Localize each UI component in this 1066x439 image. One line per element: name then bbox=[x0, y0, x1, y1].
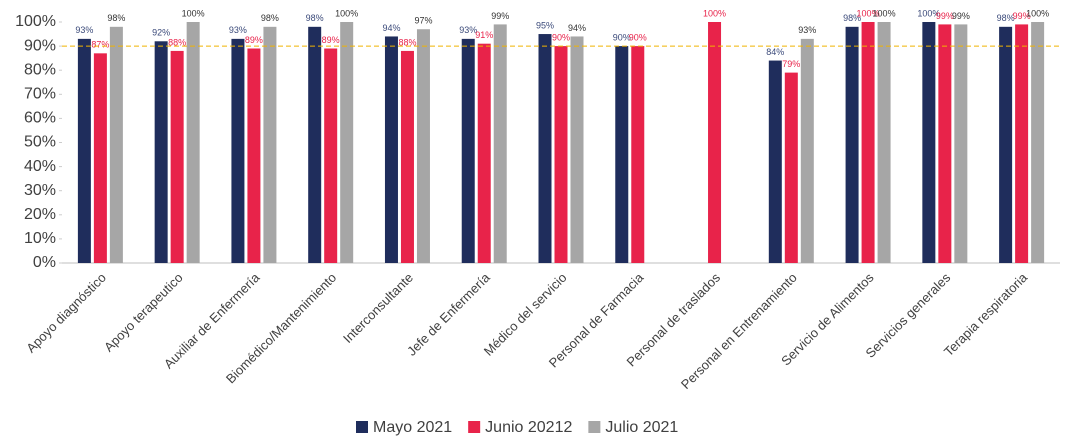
data-label: 98% bbox=[997, 13, 1015, 23]
data-label: 95% bbox=[536, 20, 554, 30]
bar bbox=[1015, 24, 1029, 263]
bar bbox=[231, 38, 245, 264]
data-label: 87% bbox=[91, 40, 109, 50]
bar bbox=[154, 41, 168, 263]
bar bbox=[93, 53, 107, 263]
data-label: 100% bbox=[857, 8, 880, 18]
bar bbox=[538, 34, 552, 263]
bar bbox=[615, 46, 629, 263]
data-label: 90% bbox=[552, 32, 570, 42]
y-tick-label: 70% bbox=[24, 86, 56, 103]
bar bbox=[554, 46, 568, 263]
x-tick-label: Interconsultante bbox=[340, 270, 416, 346]
y-tick-label: 0% bbox=[33, 254, 56, 271]
data-label: 99% bbox=[952, 11, 970, 21]
y-tick-label: 50% bbox=[24, 134, 56, 151]
data-label: 93% bbox=[75, 25, 93, 35]
data-label: 99% bbox=[1013, 11, 1031, 21]
y-tick-label: 40% bbox=[24, 158, 56, 175]
bar bbox=[77, 38, 91, 264]
x-tick-label: Apoyo diagnóstico bbox=[23, 270, 109, 356]
bar bbox=[477, 43, 491, 263]
bar bbox=[938, 24, 952, 263]
bar bbox=[800, 38, 814, 264]
bar bbox=[954, 24, 968, 263]
bar bbox=[999, 26, 1013, 263]
bar bbox=[186, 22, 200, 263]
data-label: 100% bbox=[335, 8, 358, 18]
data-label: 97% bbox=[414, 16, 432, 26]
legend-swatch bbox=[588, 421, 601, 433]
x-tick-label: Médico del servicio bbox=[481, 270, 570, 359]
bar bbox=[631, 46, 645, 263]
legend-swatch bbox=[468, 421, 481, 433]
y-tick-label: 30% bbox=[24, 182, 56, 199]
data-label: 94% bbox=[568, 23, 586, 33]
bar bbox=[493, 24, 507, 263]
bar bbox=[461, 38, 475, 264]
bar bbox=[247, 48, 261, 264]
data-label: 99% bbox=[936, 11, 954, 21]
data-label: 93% bbox=[229, 25, 247, 35]
data-label: 91% bbox=[475, 30, 493, 40]
bar bbox=[570, 36, 584, 264]
y-tick-label: 20% bbox=[24, 206, 56, 223]
x-tick-label: Terapia respiratoria bbox=[941, 269, 1031, 359]
data-label: 98% bbox=[306, 13, 324, 23]
bar bbox=[861, 22, 875, 263]
bar bbox=[845, 26, 859, 263]
y-tick-label: 60% bbox=[24, 110, 56, 127]
data-label: 98% bbox=[107, 13, 125, 23]
legend-label: Julio 2021 bbox=[605, 419, 678, 436]
x-tick-label: Jefe de Enfermería bbox=[404, 269, 493, 358]
y-tick-label: 90% bbox=[24, 37, 56, 54]
data-label: 89% bbox=[245, 35, 263, 45]
data-label: 90% bbox=[629, 32, 647, 42]
bar bbox=[308, 26, 322, 263]
bar bbox=[400, 50, 414, 263]
data-label: 88% bbox=[398, 37, 416, 47]
data-label: 90% bbox=[613, 32, 631, 42]
data-label: 89% bbox=[322, 35, 340, 45]
data-label: 98% bbox=[843, 13, 861, 23]
bar bbox=[109, 26, 123, 263]
data-label: 79% bbox=[782, 59, 800, 69]
data-label: 93% bbox=[459, 25, 477, 35]
bar bbox=[784, 72, 798, 263]
y-tick-label: 80% bbox=[24, 61, 56, 78]
data-label: 100% bbox=[873, 8, 896, 18]
legend-label: Mayo 2021 bbox=[373, 419, 452, 436]
data-label: 98% bbox=[261, 13, 279, 23]
y-tick-label: 10% bbox=[24, 230, 56, 247]
data-label: 99% bbox=[491, 11, 509, 21]
bar bbox=[768, 60, 782, 264]
data-label: 100% bbox=[182, 8, 205, 18]
bar bbox=[324, 48, 338, 264]
legend-swatch bbox=[356, 421, 368, 433]
data-label: 100% bbox=[1026, 8, 1049, 18]
data-label: 88% bbox=[168, 37, 186, 47]
data-label: 84% bbox=[766, 47, 784, 57]
bar bbox=[263, 26, 277, 263]
data-label: 100% bbox=[703, 8, 726, 18]
bar bbox=[1031, 22, 1045, 263]
bar bbox=[416, 29, 430, 264]
legend-label: Junio 20212 bbox=[485, 419, 572, 436]
bar bbox=[708, 22, 722, 263]
data-label: 93% bbox=[798, 25, 816, 35]
bar bbox=[340, 22, 354, 263]
x-tick-label: Apoyo terapeutico bbox=[101, 270, 186, 355]
bar bbox=[922, 22, 936, 263]
data-label: 100% bbox=[917, 8, 940, 18]
x-tick-label: Servicios generales bbox=[863, 270, 954, 361]
bar bbox=[384, 36, 398, 264]
data-label: 92% bbox=[152, 28, 170, 38]
data-label: 94% bbox=[382, 23, 400, 33]
bar bbox=[877, 22, 891, 263]
bar bbox=[170, 50, 184, 263]
y-tick-label: 100% bbox=[15, 13, 56, 30]
